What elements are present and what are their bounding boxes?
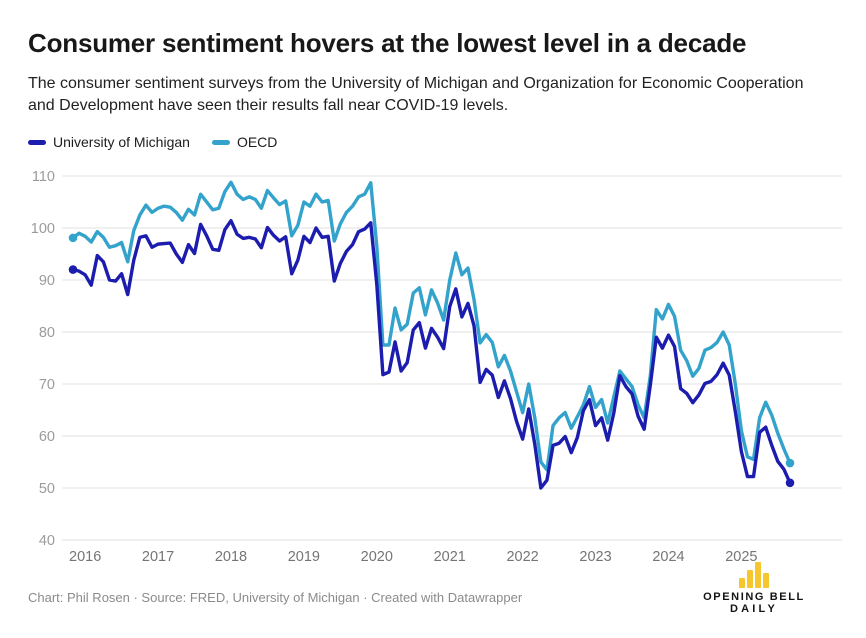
y-axis-tick-label: 110	[32, 169, 55, 185]
y-axis-tick-label: 50	[39, 481, 55, 497]
series-endpoint-dot	[68, 233, 78, 243]
logo-bar	[747, 570, 753, 588]
y-axis-tick-label: 100	[31, 221, 55, 237]
bar-chart-logo-icon	[698, 561, 810, 588]
x-axis-tick-label: 2017	[142, 549, 174, 565]
series-endpoint-dot	[785, 478, 795, 488]
legend-label-oecd: OECD	[236, 134, 278, 150]
chart-legend: University of Michigan OECD	[28, 134, 277, 150]
series-line-oecd	[71, 180, 792, 472]
x-axis-tick-label: 2022	[506, 549, 538, 565]
y-axis-tick-label: 90	[39, 273, 55, 289]
x-axis-tick-label: 2021	[434, 549, 466, 565]
legend-label-umich: University of Michigan	[53, 134, 190, 150]
oecd-line-swatch-icon	[211, 139, 230, 145]
x-axis-tick-label: 2020	[361, 549, 393, 565]
chart-subtitle: The consumer sentiment surveys from the …	[28, 75, 804, 114]
legend-item-umich: University of Michigan	[28, 134, 190, 150]
y-axis-tick-label: 60	[39, 429, 55, 445]
x-axis-tick-label: 2025	[725, 549, 757, 565]
logo-bar	[739, 578, 745, 588]
x-axis-tick-label: 2016	[69, 549, 101, 565]
y-axis-tick-label: 70	[39, 377, 55, 393]
y-axis-tick-label: 40	[39, 533, 55, 549]
x-axis-tick-label: 2019	[288, 549, 320, 565]
umich-line-swatch-icon	[28, 139, 46, 145]
x-axis-tick-label: 2023	[579, 549, 611, 565]
series-endpoint-dot	[68, 265, 78, 274]
logo-text-line1: OPENING BELL	[703, 591, 805, 603]
legend-item-oecd: OECD	[211, 134, 278, 150]
logo-bar	[763, 573, 769, 588]
opening-bell-daily-logo: OPENING BELL DAILY	[698, 561, 810, 615]
x-axis-tick-label: 2018	[215, 549, 247, 565]
y-axis-tick-label: 80	[39, 325, 55, 341]
series-line-umich	[71, 219, 792, 490]
logo-bar	[755, 562, 761, 588]
logo-text-line2: DAILY	[730, 603, 778, 615]
x-axis-tick-label: 2024	[652, 549, 684, 565]
attribution-byline: Chart: Phil Rosen · Source: FRED, Univer…	[28, 590, 523, 605]
chart-title: Consumer sentiment hovers at the lowest …	[28, 28, 747, 58]
series-endpoint-dot	[785, 458, 795, 468]
